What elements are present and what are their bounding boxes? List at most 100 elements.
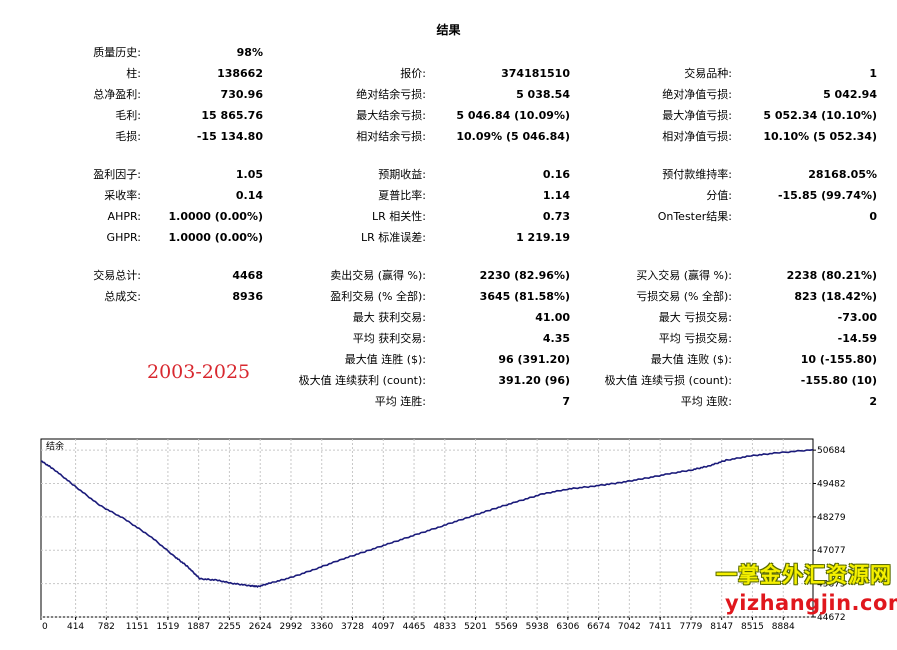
stat-label: 交易品种: [684, 67, 732, 80]
stat-value: 0.73 [542, 210, 570, 223]
stat-value: 1.14 [542, 189, 570, 202]
x-tick-label: 3360 [310, 622, 333, 632]
stat-value: 5 038.54 [516, 88, 570, 101]
stat-value: 823 (18.42%) [794, 290, 877, 303]
stat-value: 0 [869, 210, 877, 223]
x-tick-label: 7411 [649, 622, 672, 632]
stat-value: 1.0000 (0.00%) [168, 231, 264, 244]
stat-label: 报价: [400, 67, 426, 80]
stat-label: 亏损交易 (% 全部): [636, 290, 732, 303]
y-tick-label: 47077 [817, 546, 846, 556]
stat-value: 391.20 (96) [498, 374, 570, 387]
stat-value: -73.00 [837, 311, 877, 324]
stat-label: 毛利: [115, 109, 141, 122]
x-tick-label: 1151 [126, 622, 149, 632]
stat-label: 绝对结余亏损: [356, 88, 426, 101]
stat-label: 总成交: [104, 290, 141, 303]
stat-label: 最大结余亏损: [356, 109, 426, 122]
watermark-url: yizhangjin.com [725, 591, 897, 615]
stat-label: 最大净值亏损: [662, 109, 732, 122]
stat-label: 买入交易 (赢得 %): [636, 269, 732, 282]
x-tick-label: 5938 [526, 622, 549, 632]
x-tick-label: 5201 [464, 622, 487, 632]
stat-value: 28168.05% [808, 168, 877, 181]
stat-label: 预付款维持率: [662, 168, 732, 181]
stat-value: -155.80 (10) [800, 374, 877, 387]
stat-label: 质量历史: [93, 46, 141, 59]
y-tick-label: 44672 [817, 613, 846, 623]
stat-value: 1.0000 (0.00%) [168, 210, 264, 223]
stat-label: 平均 连败: [680, 395, 732, 408]
stat-value: 5 052.34 (10.10%) [763, 109, 877, 122]
stat-label: 最大 亏损交易: [658, 311, 732, 324]
stat-label: 预期收益: [378, 168, 426, 181]
x-tick-label: 2624 [249, 622, 272, 632]
x-tick-label: 782 [98, 622, 115, 632]
y-tick-label: 45875 [817, 580, 846, 590]
stat-label: 平均 获利交易: [352, 332, 426, 345]
x-tick-label: 8147 [710, 622, 733, 632]
stat-value: 1 [869, 67, 877, 80]
stat-value: 96 (391.20) [498, 353, 570, 366]
stat-label: 最大值 连败 ($): [650, 353, 732, 366]
x-tick-label: 2992 [280, 622, 303, 632]
stat-value: -15 134.80 [196, 130, 263, 143]
stat-value: 138662 [217, 67, 263, 80]
x-tick-label: 6306 [556, 622, 579, 632]
stat-value: 1.05 [235, 168, 263, 181]
stat-value: 0.16 [542, 168, 570, 181]
stat-label: 毛损: [115, 130, 141, 143]
y-tick-label: 49482 [817, 479, 846, 489]
stat-label: OnTester结果: [657, 210, 732, 223]
stat-value: 2238 (80.21%) [786, 269, 877, 282]
stat-value: 2 [869, 395, 877, 408]
x-tick-label: 5569 [495, 622, 518, 632]
stat-label: 最大值 连胜 ($): [344, 353, 426, 366]
series-line-balance [40, 448, 814, 588]
stat-value: 10 (-155.80) [800, 353, 877, 366]
stat-label: 卖出交易 (赢得 %): [330, 269, 426, 282]
x-tick-label: 7779 [679, 622, 702, 632]
x-tick-label: 1887 [187, 622, 210, 632]
x-tick-label: 414 [67, 622, 84, 632]
y-tick-label: 48279 [817, 513, 846, 523]
stat-label: 平均 连胜: [374, 395, 426, 408]
stat-label: 交易总计: [93, 269, 141, 282]
stat-value: 10.10% (5 052.34) [763, 130, 877, 143]
stat-label: 极大值 连续亏损 (count): [604, 374, 732, 387]
stat-value: 10.09% (5 046.84) [456, 130, 570, 143]
stat-value: 98% [236, 46, 263, 59]
stat-value: 0.14 [235, 189, 263, 202]
stat-value: 730.96 [220, 88, 263, 101]
stat-value: 5 046.84 (10.09%) [456, 109, 570, 122]
stat-value: 5 042.94 [823, 88, 877, 101]
stat-label: 分值: [706, 189, 732, 202]
x-tick-label: 0 [42, 622, 48, 632]
watermark-cn: 一掌金外汇资源网 [716, 563, 892, 587]
stat-label: 采收率: [104, 189, 141, 202]
stat-label: 绝对净值亏损: [662, 88, 732, 101]
stat-label: 盈利交易 (% 全部): [330, 290, 426, 303]
x-tick-label: 1519 [156, 622, 179, 632]
stat-label: 夏普比率: [378, 189, 426, 202]
stat-value: 4.35 [542, 332, 570, 345]
stat-value: 8936 [232, 290, 263, 303]
stat-value: 1 219.19 [516, 231, 570, 244]
stat-value: -15.85 (99.74%) [777, 189, 877, 202]
stat-label: GHPR: [106, 231, 141, 244]
stat-label: 极大值 连续获利 (count): [298, 374, 426, 387]
x-tick-label: 4465 [403, 622, 426, 632]
x-tick-label: 6674 [587, 622, 610, 632]
stat-value: 2230 (82.96%) [479, 269, 570, 282]
stat-label: 盈利因子: [93, 168, 141, 181]
stat-label: 相对结余亏损: [356, 130, 426, 143]
stat-value: 4468 [232, 269, 263, 282]
x-tick-label: 4097 [372, 622, 395, 632]
stat-label: 平均 亏损交易: [658, 332, 732, 345]
y-tick-label: 50684 [817, 446, 846, 456]
stat-label: 总净盈利: [93, 88, 141, 101]
chart-title: 结余 [46, 440, 64, 452]
page-title: 结果 [436, 23, 461, 37]
plot-frame [40, 438, 814, 618]
